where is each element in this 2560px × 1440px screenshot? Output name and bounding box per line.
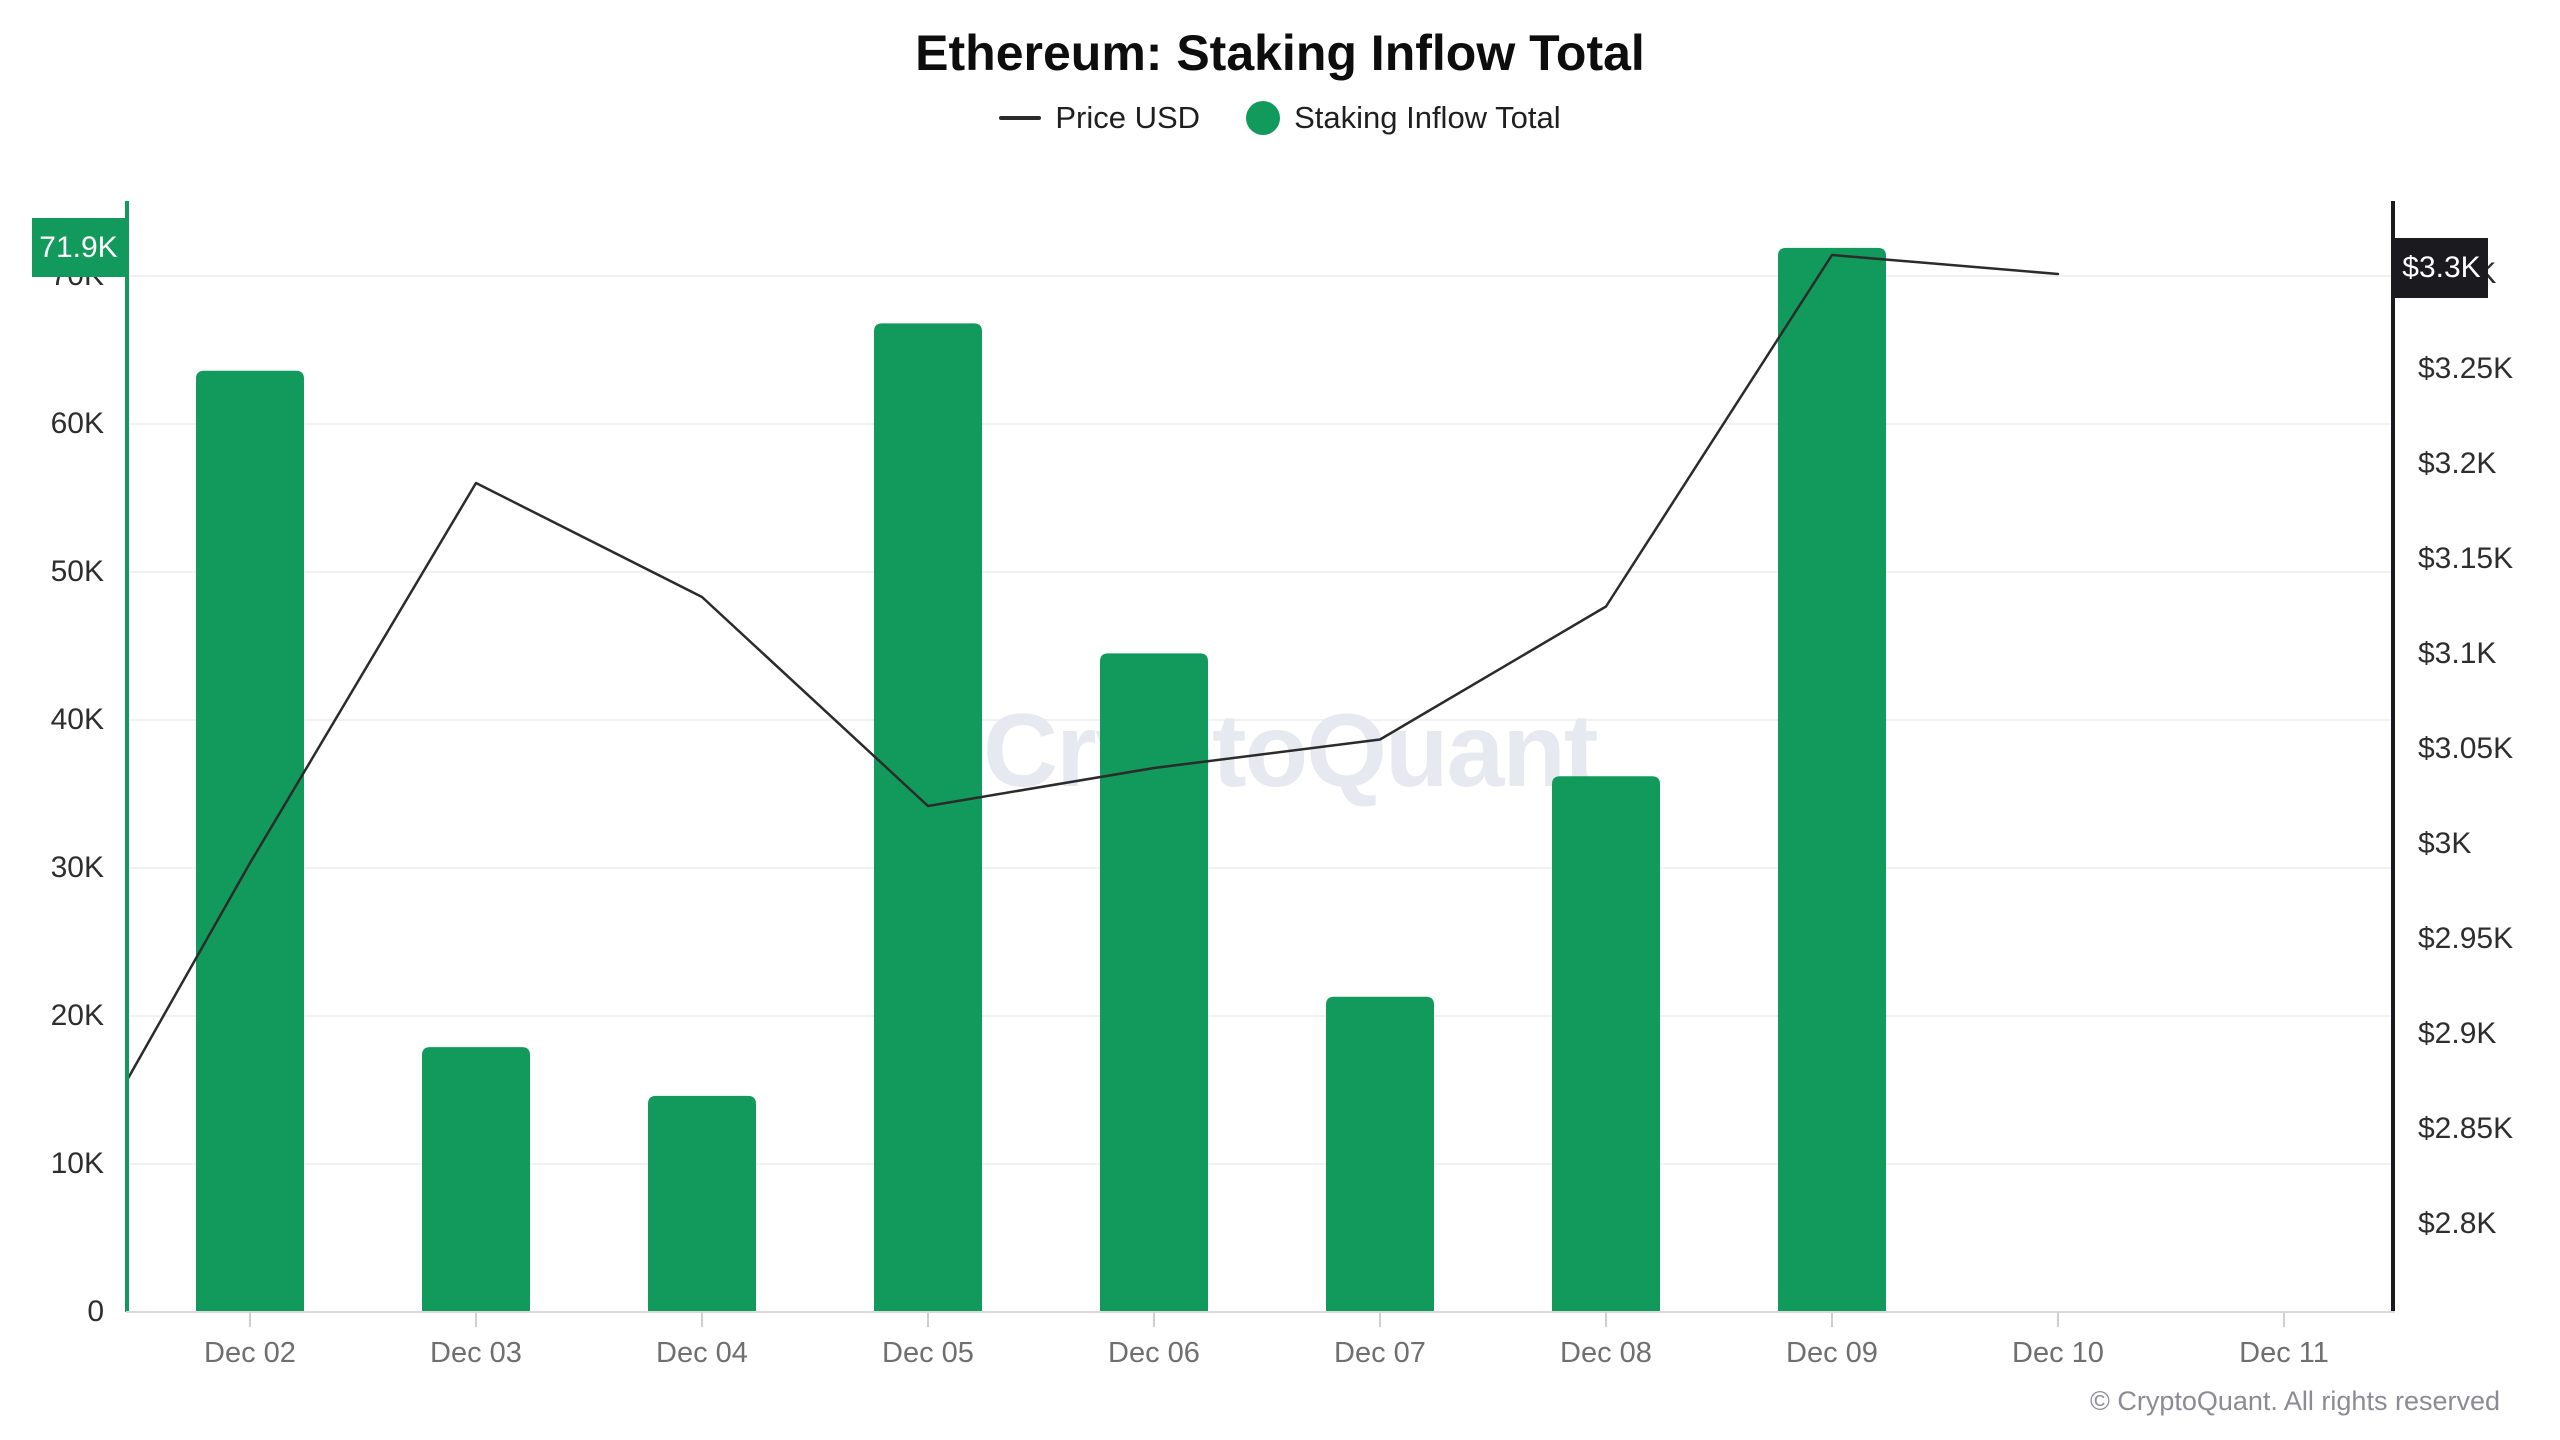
- left-axis-tick-label: 60K: [50, 407, 104, 440]
- right-axis-tick-label: $3.1K: [2418, 637, 2497, 670]
- legend-item-price-usd[interactable]: Price USD: [999, 100, 1200, 136]
- latest-inflow-badge: 71.9K: [32, 218, 125, 277]
- left-axis-tick-label: 40K: [50, 703, 104, 736]
- x-axis-ticks: [249, 1313, 2285, 1327]
- x-axis-tick-label: Dec 11: [2239, 1337, 2329, 1369]
- right-axis-tick-label: $3.2K: [2418, 447, 2497, 480]
- x-axis-tick-label: Dec 08: [1560, 1337, 1652, 1369]
- bar-dec-09: [1778, 247, 1886, 1312]
- x-axis-tick-label: Dec 02: [204, 1337, 296, 1369]
- left-axis-tick-label: 10K: [50, 1147, 104, 1180]
- bar-dec-08: [1552, 776, 1660, 1312]
- right-axis-tick-label: $3.15K: [2418, 542, 2514, 575]
- legend-label-price-usd: Price USD: [1055, 100, 1201, 135]
- price-line: [126, 253, 2060, 1085]
- x-axis-tick-label: Dec 09: [1786, 1337, 1878, 1369]
- right-axis-tick-label: $2.8K: [2418, 1207, 2497, 1240]
- right-axis-tick-label: $2.85K: [2418, 1112, 2514, 1145]
- left-axis-tick-label: 30K: [50, 851, 104, 884]
- x-axis-tick-label: Dec 07: [1334, 1337, 1426, 1369]
- legend-item-staking-inflow[interactable]: Staking Inflow Total: [1246, 100, 1561, 136]
- bar-dec-02: [196, 370, 304, 1313]
- chart-title: Ethereum: Staking Inflow Total: [915, 25, 1645, 81]
- bar-dec-06: [1100, 653, 1208, 1312]
- copyright-notice: © CryptoQuant. All rights reserved: [2089, 1386, 2500, 1416]
- left-axis-tick-label: 20K: [50, 999, 104, 1032]
- right-axis-tick-label: $3.05K: [2418, 732, 2514, 765]
- line-marker-icon: [999, 116, 1042, 120]
- bar-dec-03: [422, 1047, 530, 1312]
- right-axis-tick-label: $2.95K: [2418, 922, 2514, 955]
- latest-price-badge: $3.3K: [2395, 238, 2488, 298]
- bar-dec-07: [1326, 996, 1434, 1312]
- legend: Price USD Staking Inflow Total: [0, 100, 2560, 136]
- left-axis-tick-label: 50K: [50, 555, 104, 588]
- bars: [196, 247, 1886, 1313]
- right-axis-tick-label: $2.9K: [2418, 1017, 2497, 1050]
- legend-label-staking-inflow: Staking Inflow Total: [1294, 100, 1561, 135]
- right-axis-tick-label: $3.25K: [2418, 352, 2514, 385]
- right-axis-tick-label: $3K: [2418, 827, 2472, 860]
- x-axis-tick-label: Dec 10: [2012, 1337, 2104, 1369]
- dot-marker-icon: [1246, 101, 1281, 135]
- x-axis-tick-label: Dec 03: [430, 1337, 522, 1369]
- x-axis-tick-label: Dec 05: [882, 1337, 974, 1369]
- left-axis-tick-label: 0: [87, 1295, 104, 1328]
- bar-dec-05: [874, 323, 982, 1312]
- x-axis-tick-label: Dec 06: [1108, 1337, 1200, 1369]
- x-axis-tick-label: Dec 04: [656, 1337, 748, 1369]
- bar-dec-04: [648, 1095, 756, 1312]
